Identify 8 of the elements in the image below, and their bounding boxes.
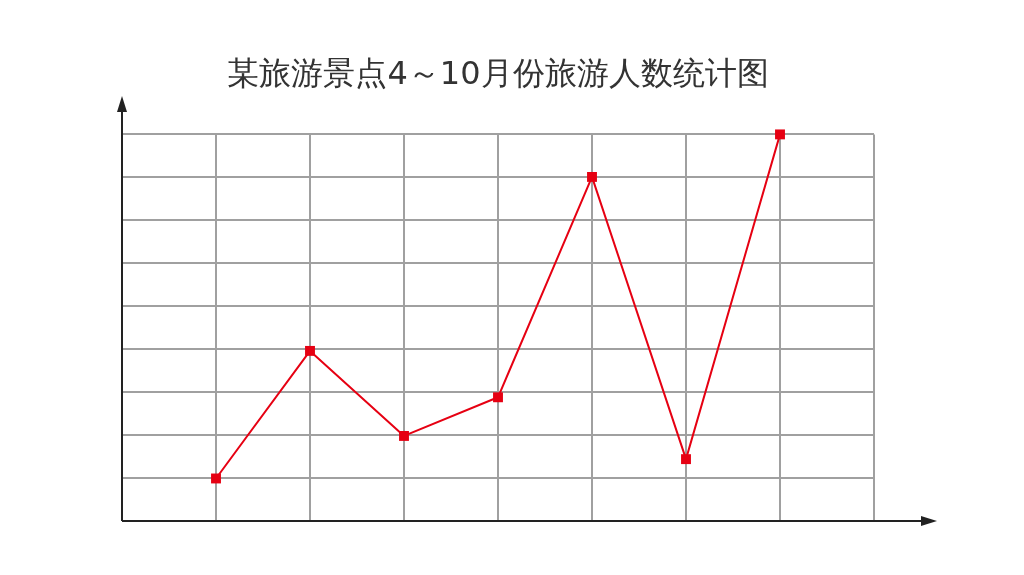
point xyxy=(493,392,503,403)
point xyxy=(681,454,691,465)
point xyxy=(399,431,409,441)
point xyxy=(587,171,597,182)
chart-title: 某旅游景点4～10月份旅游人数统计图 xyxy=(227,53,769,92)
point xyxy=(775,129,785,140)
point xyxy=(211,473,221,484)
point xyxy=(305,345,315,356)
